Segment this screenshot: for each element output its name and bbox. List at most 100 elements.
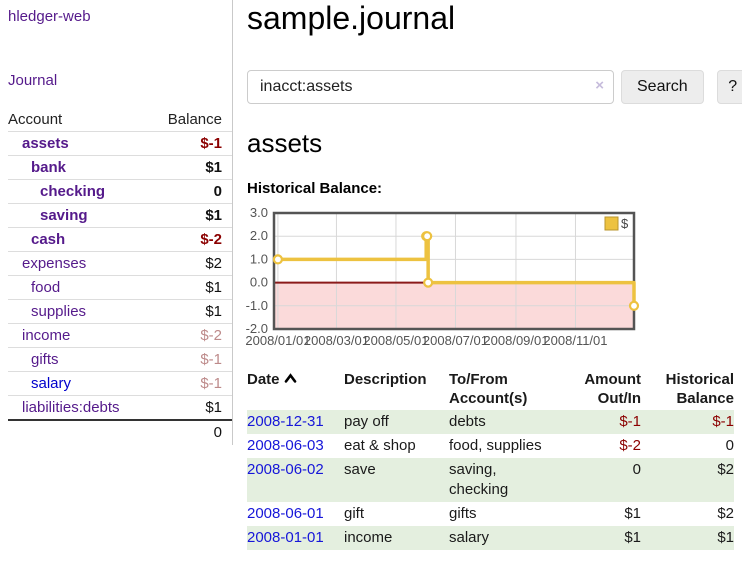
transaction-row: 2008-12-31 pay off debts $-1 $-1 bbox=[247, 410, 734, 434]
account-table-header: Account Balance bbox=[8, 108, 232, 132]
account-link[interactable]: assets bbox=[22, 135, 69, 152]
account-balance: $2 bbox=[205, 255, 222, 272]
transactions-table: Date Description To/From Account(s) Amou… bbox=[247, 368, 734, 550]
transaction-description: eat & shop bbox=[344, 437, 416, 454]
sort-ascending-icon bbox=[284, 373, 296, 383]
hledger-web-app: hledger-web Journal Account Balance asse… bbox=[0, 0, 742, 550]
account-row: cash $-2 bbox=[8, 227, 232, 252]
sidebar-total-row: 0 bbox=[8, 420, 232, 444]
sidebar-item-journal[interactable]: Journal bbox=[8, 72, 58, 89]
brand-link[interactable]: hledger-web bbox=[8, 8, 91, 25]
transaction-accounts: food, supplies bbox=[449, 437, 542, 454]
account-link[interactable]: supplies bbox=[31, 303, 87, 320]
sort-by-date-header[interactable]: Date bbox=[247, 368, 344, 410]
transaction-date-link[interactable]: 2008-06-01 bbox=[247, 505, 324, 522]
search-form: × Search ? bbox=[247, 70, 742, 104]
account-balance: $-1 bbox=[200, 351, 222, 368]
transactions-header-row: Date Description To/From Account(s) Amou… bbox=[247, 368, 734, 410]
svg-text:3.0: 3.0 bbox=[250, 205, 268, 220]
transaction-amount: $1 bbox=[624, 529, 641, 546]
account-link[interactable]: bank bbox=[31, 159, 67, 176]
chart-container: $3.0 2.0 1.0 0.0 -1.0 -2.0 2008/01/01 2008/03/0… bbox=[245, 205, 742, 348]
account-balance: $-1 bbox=[200, 135, 222, 152]
transaction-date-link[interactable]: 2008-01-01 bbox=[247, 529, 324, 546]
amount-header: Amount Out/In bbox=[584, 371, 641, 407]
svg-text:2008/05/01: 2008/05/01 bbox=[363, 333, 428, 348]
account-balance: $-1 bbox=[200, 375, 222, 392]
account-link[interactable]: food bbox=[31, 279, 61, 296]
account-row: expenses $2 bbox=[8, 251, 232, 276]
sidebar: hledger-web Journal Account Balance asse… bbox=[0, 0, 233, 445]
account-row: assets $-1 bbox=[8, 131, 232, 156]
account-balance: 0 bbox=[213, 183, 222, 200]
account-row: supplies $1 bbox=[8, 299, 232, 324]
transaction-row: 2008-06-03 eat & shop food, supplies $-2… bbox=[247, 434, 734, 458]
transaction-amount: $-2 bbox=[619, 437, 641, 454]
account-row: income $-2 bbox=[8, 323, 232, 348]
search-button[interactable]: Search bbox=[621, 70, 704, 104]
account-balance: $1 bbox=[205, 159, 222, 176]
transaction-row: 2008-01-01 income salary $1 $1 bbox=[247, 526, 734, 550]
transaction-description: save bbox=[344, 461, 376, 478]
svg-text:0.0: 0.0 bbox=[250, 275, 268, 290]
accounts-header: To/From Account(s) bbox=[449, 371, 528, 407]
account-link[interactable]: checking bbox=[40, 183, 106, 200]
transaction-accounts: saving, checking bbox=[449, 461, 509, 498]
account-balance: $1 bbox=[205, 279, 222, 296]
account-link[interactable]: income bbox=[22, 327, 71, 344]
svg-text:2008/01/01: 2008/01/01 bbox=[245, 333, 310, 348]
page-title: sample.journal bbox=[247, 0, 456, 36]
svg-text:-2.0: -2.0 bbox=[246, 321, 268, 336]
transaction-row: 2008-06-01 gift gifts $1 $2 bbox=[247, 502, 734, 526]
account-row: liabilities:debts $1 bbox=[8, 395, 232, 421]
main-content: sample.journal × Search ? assets Histori… bbox=[233, 0, 742, 550]
search-input[interactable] bbox=[247, 70, 614, 104]
transaction-date-link[interactable]: 2008-06-03 bbox=[247, 437, 324, 454]
account-balance: $1 bbox=[205, 399, 222, 416]
transaction-amount: $1 bbox=[624, 505, 641, 522]
svg-text:2008/11/01: 2008/11/01 bbox=[543, 333, 607, 348]
svg-text:-1.0: -1.0 bbox=[246, 298, 268, 313]
account-row: salary $-1 bbox=[8, 371, 232, 396]
total-balance: 0 bbox=[213, 424, 222, 441]
svg-text:2008/03/01: 2008/03/01 bbox=[304, 333, 369, 348]
transaction-description: gift bbox=[344, 505, 365, 522]
account-table-body: assets $-1 bank $1 checking 0 saving $1 … bbox=[8, 131, 232, 445]
transaction-row: 2008-06-02 save saving, checking 0 $2 bbox=[247, 458, 734, 502]
transaction-accounts: salary bbox=[449, 529, 490, 546]
account-link[interactable]: expenses bbox=[22, 255, 87, 272]
account-row: food $1 bbox=[8, 275, 232, 300]
balance-header: Historical Balance bbox=[665, 371, 734, 407]
account-balance: $-2 bbox=[200, 231, 222, 248]
transaction-balance: $2 bbox=[717, 461, 734, 478]
chart-heading: Historical Balance: bbox=[247, 180, 383, 197]
description-header: Description bbox=[344, 371, 427, 388]
transaction-date-link[interactable]: 2008-12-31 bbox=[247, 413, 324, 430]
account-balance: $-2 bbox=[200, 327, 222, 344]
transaction-description: pay off bbox=[344, 413, 389, 430]
account-balance-table: Account Balance assets $-1 bank $1 check… bbox=[8, 108, 232, 444]
account-balance: $1 bbox=[205, 303, 222, 320]
account-link[interactable]: liabilities:debts bbox=[22, 399, 120, 416]
historical-balance-chart[interactable]: $3.0 2.0 1.0 0.0 -1.0 -2.02008/01/012008/03/0… bbox=[245, 205, 647, 348]
account-link[interactable]: cash bbox=[31, 231, 66, 248]
svg-text:2.0: 2.0 bbox=[250, 228, 268, 243]
account-link[interactable]: salary bbox=[31, 375, 72, 392]
svg-text:$: $ bbox=[621, 216, 629, 231]
account-link[interactable]: saving bbox=[40, 207, 88, 224]
svg-text:2008/07/01: 2008/07/01 bbox=[423, 333, 488, 348]
balance-column-header: Balance bbox=[167, 111, 222, 128]
transaction-accounts: debts bbox=[449, 413, 486, 430]
account-row: saving $1 bbox=[8, 203, 232, 228]
help-button[interactable]: ? bbox=[716, 70, 742, 104]
transaction-date-link[interactable]: 2008-06-02 bbox=[247, 461, 324, 478]
transactions-table-body: 2008-12-31 pay off debts $-1 $-1 2008-06… bbox=[247, 410, 734, 550]
account-link[interactable]: gifts bbox=[31, 351, 59, 368]
transaction-balance: $2 bbox=[717, 505, 734, 522]
account-column-header: Account bbox=[8, 111, 63, 128]
clear-search-icon[interactable]: × bbox=[595, 77, 604, 94]
account-heading: assets bbox=[247, 128, 323, 158]
transaction-amount: 0 bbox=[632, 461, 641, 478]
transaction-balance: 0 bbox=[725, 437, 734, 454]
transaction-balance: $1 bbox=[717, 529, 734, 546]
